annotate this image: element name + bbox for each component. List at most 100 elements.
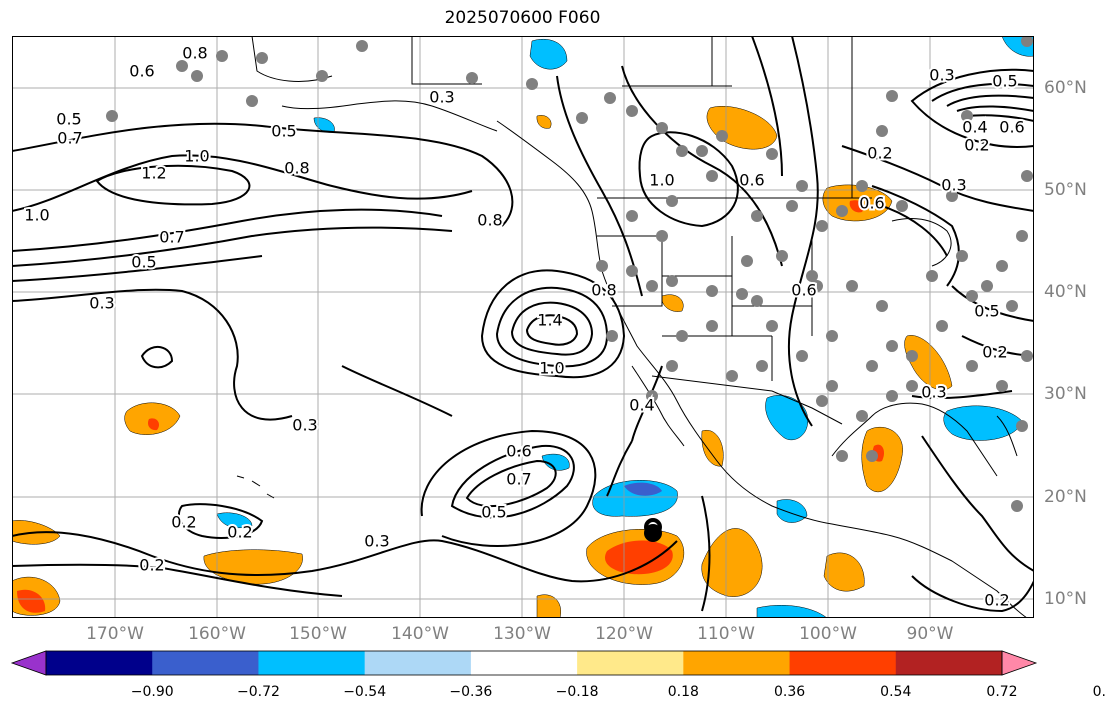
colorbar-segment [152,651,259,675]
contour-line [881,205,948,257]
station-dot [776,250,788,262]
station-dot [1021,170,1033,182]
station-dot [756,360,768,372]
station-dot [906,350,918,362]
contour-value-label: 0.3 [941,176,966,195]
station-dot [886,340,898,352]
red-patch [849,200,864,213]
station-dot [706,285,718,297]
contour-value-label: 0.2 [227,523,252,542]
contour-value-label: 0.6 [739,171,764,190]
latitude-label: 20°N [1044,487,1087,507]
station-dot [946,190,958,202]
station-dot [606,330,618,342]
contour-value-label: 1.0 [649,171,674,190]
map-background [12,36,1034,618]
contour-line [638,131,739,228]
station-dot [666,360,678,372]
contour-line [420,429,597,547]
contour-value-label: 0.3 [89,294,114,313]
contour-line [465,459,557,507]
contour-value-label: 0.4 [962,118,987,137]
station-dot [981,280,993,292]
contour-line [556,75,643,297]
station-dot [796,350,808,362]
hawaii-islands [236,475,275,499]
station-dot [751,295,763,307]
map-title: 2025070600 F060 [444,8,601,28]
station-dot [596,260,608,272]
station-dot [836,205,848,217]
station-dot [216,50,228,62]
contour-value-label: 0.7 [57,129,82,148]
contour-line [95,164,251,206]
red-patch [604,540,673,575]
station-dot [666,195,678,207]
blue-patch [943,405,1023,441]
station-dot [191,70,203,82]
contour-value-label: 1.0 [24,206,49,225]
longitude-label: 130°W [493,624,551,644]
orange-patch [536,594,562,618]
station-dot [656,230,668,242]
contour-value-label: 1.2 [141,164,166,183]
contour-line [946,94,1034,107]
station-dot [836,450,848,462]
contour-line [931,82,1034,102]
red-patch [147,418,160,431]
contour-line [606,440,633,497]
longitude-label: 170°W [86,624,144,644]
colorbar-tick-label: −0.54 [343,684,387,700]
north-america-coastline [496,120,1028,618]
station-dot [676,145,688,157]
colorbar-segment [683,651,791,675]
station-dot [846,280,858,292]
contour-line [871,185,960,287]
contour-value-label: 0.8 [284,159,309,178]
contour-value-label: 1.4 [537,311,562,330]
map-border [12,36,1034,618]
contour-value-label: 0.2 [139,556,164,575]
contour-line [12,563,343,597]
station-dot [876,300,888,312]
contour-value-label: 0.3 [364,532,389,551]
colorbar-segment [789,651,897,675]
longitude-label: 140°W [391,624,449,644]
blue-patch [216,512,253,529]
station-dot [646,390,658,402]
station-dot [626,210,638,222]
map-panel: 0.8 0.6 0.5 0.7 1.0 1.2 0.8 0.5 0.3 1.0 0.8 0.7 0.5 0… [12,36,1034,618]
contour-line [701,495,711,612]
longitude-label: 90°W [906,624,954,644]
station-dot [751,210,763,222]
station-dot [176,60,188,72]
contour-value-label: 0.7 [506,470,531,489]
station-dot [706,320,718,332]
station-dot [526,78,538,90]
contour-line [12,288,293,421]
colorbar-segment [470,651,578,675]
colorbar-tick-label: 0.72 [986,684,1018,700]
contour-value-label: 0.5 [481,503,506,522]
contour-value-label: 0.5 [56,110,81,129]
blue-patch [529,38,568,70]
station-dot [876,125,888,137]
colorbar-tick-label: 0.54 [880,684,912,700]
station-dot [816,220,828,232]
station-dot [996,260,1008,272]
red-patch [17,589,46,613]
blue-patch [765,395,809,441]
contour-value-label: 0.3 [921,383,946,402]
contour-value-label: 1.0 [539,359,564,378]
contour-value-label: 0.4 [629,396,654,415]
colorbar-segment [258,651,366,675]
hurricane-marker [644,518,662,542]
us-mexico-border [651,375,843,425]
orange-patch [536,115,552,129]
station-dot [1011,500,1023,512]
orange-patch [823,552,865,592]
longitude-label: 110°W [697,624,755,644]
station-dot [856,180,868,192]
station-dot [961,110,973,122]
colorbar-segment [895,651,1003,675]
